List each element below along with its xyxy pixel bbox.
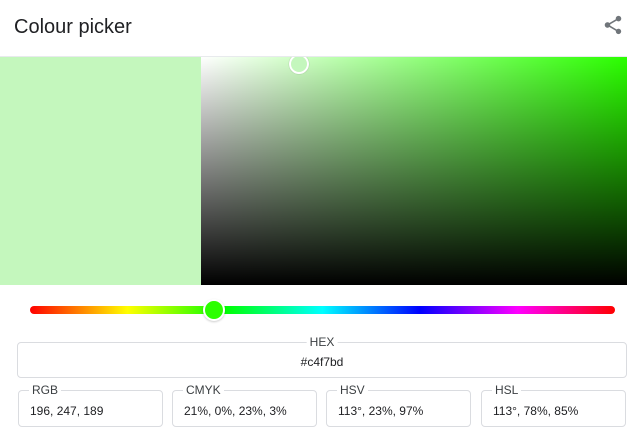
share-button[interactable] — [600, 12, 626, 38]
hex-input[interactable] — [18, 355, 626, 369]
cmyk-label: CMYK — [183, 383, 224, 397]
hue-slider-track[interactable] — [30, 306, 615, 314]
hex-label: HEX — [306, 335, 338, 349]
hsl-label: HSL — [492, 383, 522, 397]
cmyk-field: CMYK — [172, 383, 317, 427]
header-divider — [0, 56, 627, 57]
hue-slider-handle[interactable] — [202, 299, 225, 321]
hsl-input[interactable] — [493, 404, 618, 418]
rgb-input[interactable] — [30, 404, 155, 418]
saturation-value-area[interactable] — [201, 57, 627, 285]
page-title: Colour picker — [14, 16, 132, 38]
share-icon — [604, 15, 622, 35]
colour-preview-swatch — [0, 57, 201, 285]
hsv-label: HSV — [337, 383, 368, 397]
rgb-label: RGB — [29, 383, 62, 397]
hsv-input[interactable] — [338, 404, 463, 418]
hsl-field: HSL — [481, 383, 626, 427]
cmyk-input[interactable] — [184, 404, 309, 418]
hsv-field: HSV — [326, 383, 471, 427]
rgb-field: RGB — [18, 383, 163, 427]
hex-field: HEX — [17, 335, 627, 378]
saturation-value-handle[interactable] — [288, 57, 309, 74]
value-gradient — [201, 57, 627, 285]
